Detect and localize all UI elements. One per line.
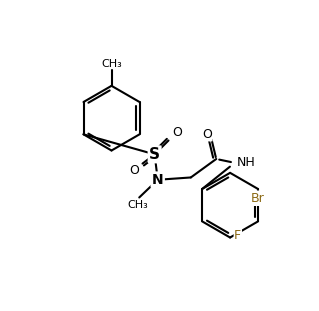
Text: O: O bbox=[130, 164, 139, 177]
Text: F: F bbox=[234, 229, 241, 242]
Text: Br: Br bbox=[251, 192, 265, 205]
Text: S: S bbox=[149, 147, 160, 162]
Text: NH: NH bbox=[236, 156, 255, 169]
Text: O: O bbox=[202, 128, 212, 141]
Text: CH₃: CH₃ bbox=[101, 59, 122, 69]
Text: O: O bbox=[172, 126, 182, 138]
Text: N: N bbox=[152, 173, 164, 187]
Text: CH₃: CH₃ bbox=[127, 200, 148, 210]
